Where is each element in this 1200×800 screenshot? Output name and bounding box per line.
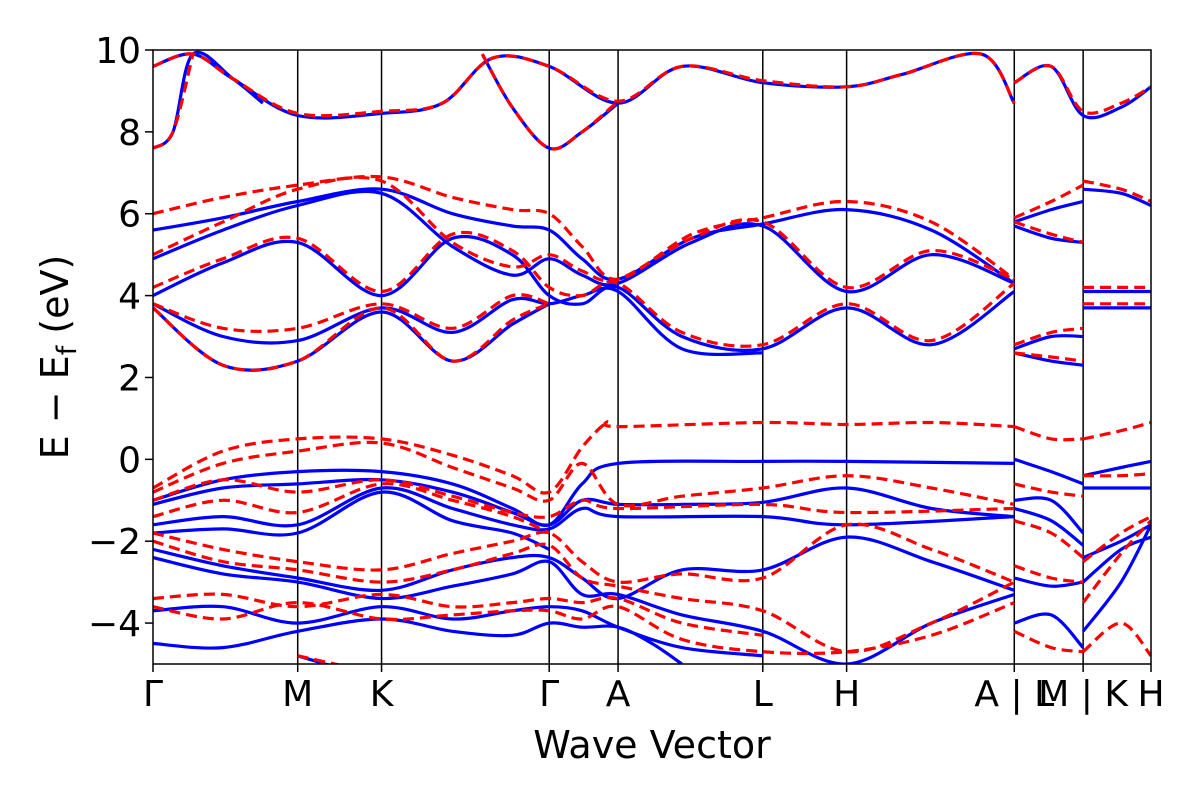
band-line: [153, 522, 1015, 584]
kpoint-label: K: [370, 674, 395, 715]
y-tick-label: 8: [118, 113, 141, 154]
band-line: [153, 189, 1015, 294]
band-line: [153, 53, 195, 150]
band-line: [1013, 63, 1151, 120]
band-line: [1082, 523, 1151, 560]
band-line: [1013, 576, 1084, 588]
band-line: [1013, 482, 1084, 498]
band-line: [153, 302, 550, 372]
y-tick-label: −2: [88, 522, 141, 563]
kpoint-label: H: [833, 674, 860, 715]
y-axis-ticks: 10 8 6 4 2 0 −2 −4: [88, 31, 153, 645]
band-line: [1082, 515, 1151, 563]
y-axis-title: E − Ef (eV): [33, 255, 83, 460]
band-line: [153, 478, 1015, 519]
y-tick-label: 6: [118, 195, 141, 236]
band-line: [297, 654, 342, 664]
y-tick-label: 4: [118, 277, 141, 318]
band-line: [1082, 420, 1151, 441]
kpoint-label: A | L: [974, 674, 1054, 715]
kpoint-label: Γ: [539, 674, 559, 715]
kpoint-label: A: [606, 674, 631, 715]
band-line: [1013, 506, 1085, 547]
band-line: [153, 482, 550, 535]
band-line: [153, 51, 1016, 120]
band-line: [153, 556, 1015, 664]
y-tick-label: 2: [118, 358, 141, 399]
band-line: [153, 51, 1016, 118]
kpoint-label: L: [753, 674, 773, 715]
band-line: [153, 539, 1016, 654]
y-tick-label: −4: [88, 604, 141, 645]
band-line: [1082, 621, 1151, 657]
band-line: [153, 175, 1015, 290]
band-line: [1013, 326, 1084, 347]
band-line: [153, 420, 1015, 495]
band-line: [1082, 187, 1151, 207]
y-tick-label: 0: [118, 440, 141, 481]
band-line: [1014, 351, 1084, 363]
band-line: [1013, 629, 1084, 654]
band-line: [1083, 472, 1151, 478]
kpoint-label: M | K: [1038, 674, 1129, 715]
band-line: [153, 592, 764, 637]
band-line: [1013, 183, 1084, 220]
band-line: [1013, 519, 1085, 559]
band-line: [153, 535, 1015, 601]
band-line: [1013, 220, 1084, 244]
band-line: [153, 440, 1015, 508]
band-line: [1013, 199, 1084, 224]
band-line: [153, 286, 763, 357]
band-line: [153, 601, 1015, 656]
kpoint-divider-lines: [296, 50, 1084, 664]
band-line: [1013, 334, 1084, 351]
x-axis-title: Wave Vector: [533, 723, 771, 767]
band-line: [153, 486, 1015, 532]
kpoint-label: Γ: [143, 674, 163, 715]
band-line: [153, 50, 264, 150]
y-tick-label: 10: [95, 31, 141, 72]
band-line: [153, 234, 1016, 352]
band-line: [153, 187, 1016, 285]
band-line: [153, 293, 550, 333]
band-line: [1013, 224, 1084, 244]
band-line: [1013, 612, 1085, 649]
band-line: [1081, 524, 1151, 633]
band-line: [1082, 179, 1151, 203]
band-line: [153, 490, 550, 551]
band-line: [1013, 425, 1084, 442]
band-line: [153, 617, 683, 664]
solid-bands: [153, 50, 1151, 664]
band-line: [1013, 457, 1084, 486]
band-line: [153, 230, 1016, 348]
band-line: [153, 174, 1016, 281]
band-line: [153, 477, 1015, 527]
dashed-bands: [153, 51, 1151, 664]
band-line: [1013, 564, 1084, 584]
series-layer: [153, 50, 1151, 664]
band-line: [1014, 496, 1085, 535]
kpoint-label: H: [1137, 674, 1164, 715]
kpoint-label: M: [282, 674, 313, 715]
band-line: [1082, 459, 1151, 478]
plot-frame: [152, 49, 1152, 665]
band-line: [480, 53, 620, 151]
band-line: [153, 459, 1015, 528]
